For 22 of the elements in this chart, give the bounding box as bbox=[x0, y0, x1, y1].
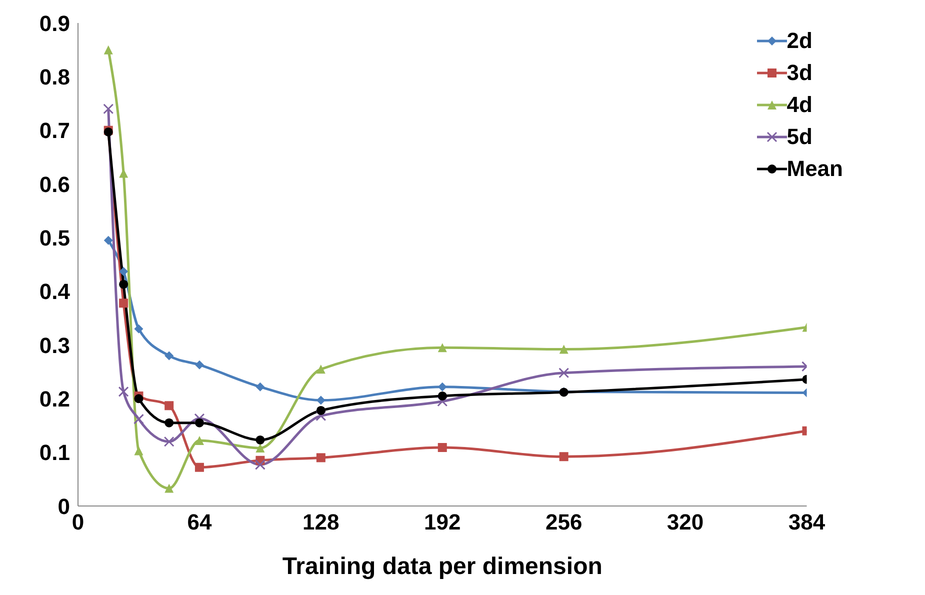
y-tick-label: 0.5 bbox=[39, 225, 70, 250]
y-tick-label: 0.7 bbox=[39, 118, 70, 144]
x-tick-label: 256 bbox=[545, 510, 582, 535]
legend-label: 5d bbox=[786, 124, 812, 150]
x-tick-label: 64 bbox=[187, 510, 212, 535]
legend-label: Mean bbox=[786, 156, 843, 182]
y-tick-label: 0.4 bbox=[39, 279, 71, 304]
legend-label: 2d bbox=[786, 28, 812, 54]
y-tick-label: 0 bbox=[58, 494, 70, 519]
y-tick-label: 0.6 bbox=[39, 172, 70, 197]
x-tick-label: 192 bbox=[424, 510, 461, 535]
y-tick-label: 0.3 bbox=[39, 332, 70, 358]
y-tick-label: 0.2 bbox=[39, 386, 70, 412]
x-tick-label: 320 bbox=[666, 510, 704, 535]
y-tick-label: 0.1 bbox=[39, 440, 70, 466]
legend-label: 4d bbox=[786, 92, 812, 118]
x-tick-label: 128 bbox=[302, 510, 340, 535]
y-tick-label: 0.8 bbox=[39, 64, 70, 90]
x-axis-title: Training data per dimension bbox=[282, 553, 602, 580]
x-tick-label: 384 bbox=[788, 510, 826, 535]
y-tick-label: 0.9 bbox=[39, 10, 70, 36]
legend-label: 3d bbox=[786, 60, 812, 86]
